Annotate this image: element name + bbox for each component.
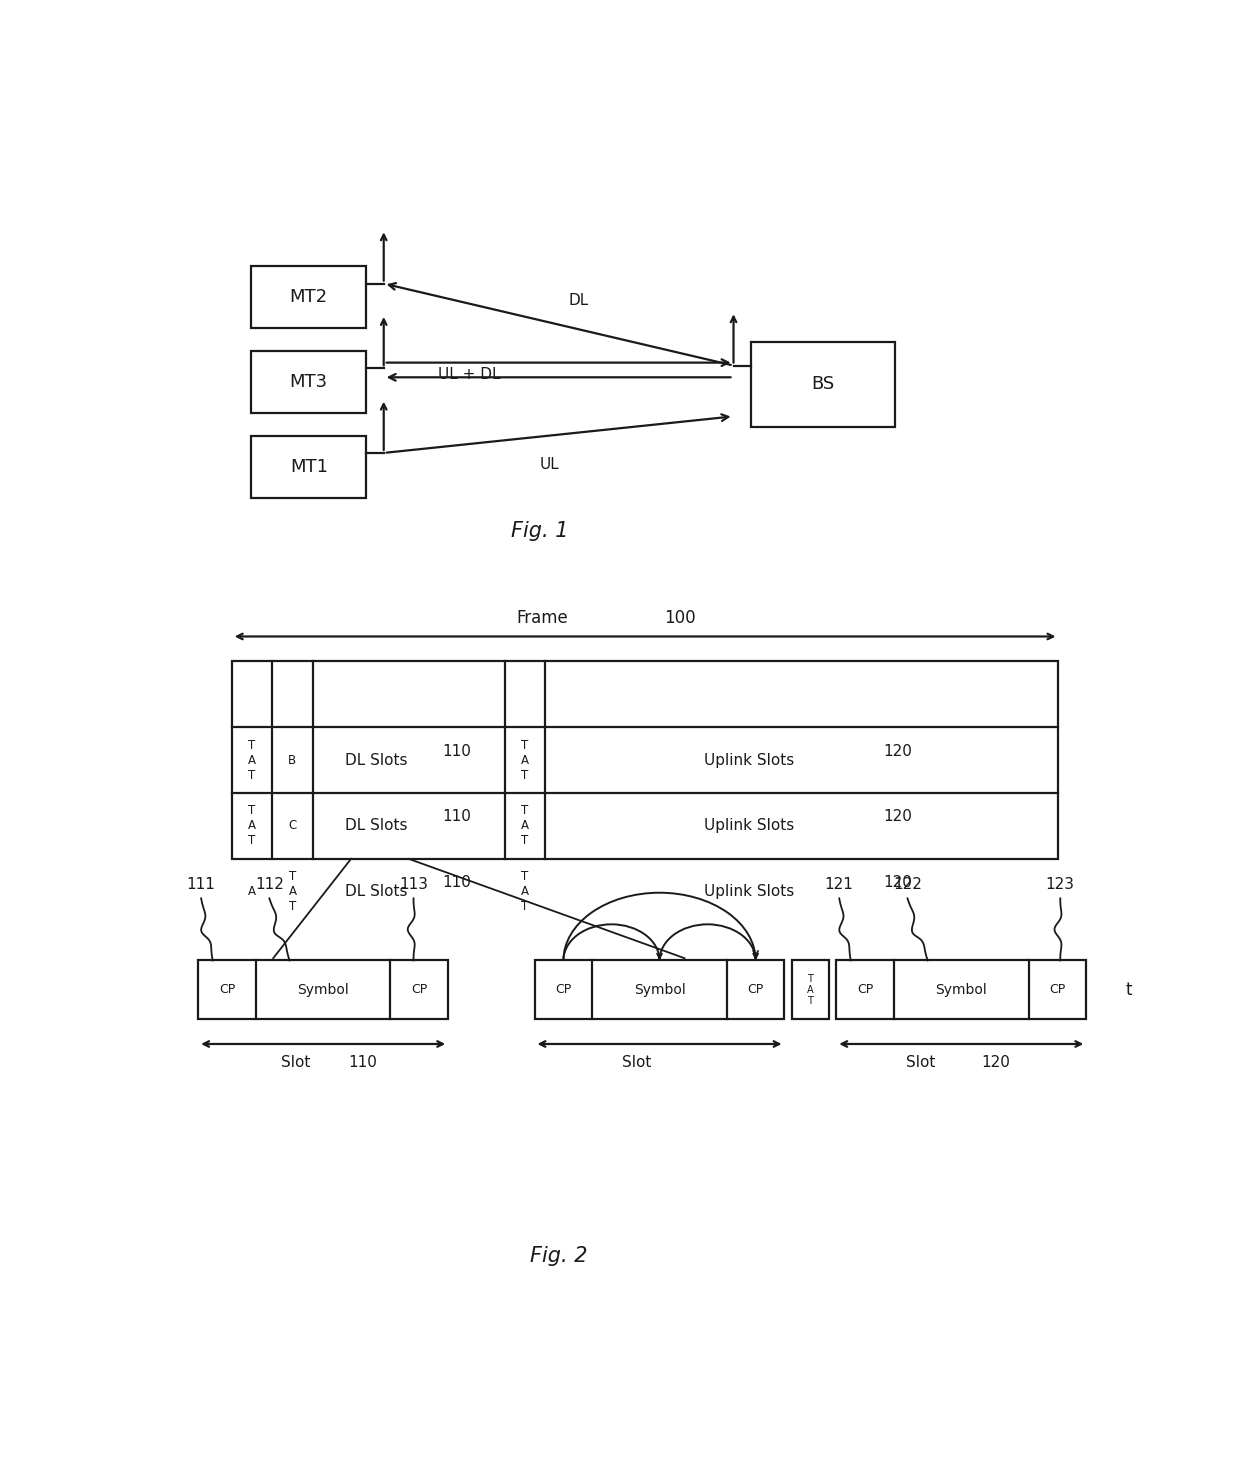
Text: C: C (288, 819, 296, 833)
Text: DL Slots: DL Slots (345, 752, 407, 768)
Text: T
A
T: T A T (807, 973, 813, 1006)
Bar (836, 960, 1086, 1019)
Text: 121: 121 (825, 877, 853, 891)
Text: Uplink Slots: Uplink Slots (704, 818, 794, 834)
Text: Slot: Slot (622, 1054, 651, 1070)
Text: 120: 120 (981, 1054, 1011, 1070)
Text: 112: 112 (255, 877, 284, 891)
Text: A: A (248, 885, 257, 899)
Text: T
A
T: T A T (521, 805, 529, 847)
Text: DL: DL (568, 293, 589, 308)
Bar (198, 960, 448, 1019)
Text: t: t (1126, 981, 1132, 998)
Text: DL Slots: DL Slots (345, 818, 407, 834)
Text: CP: CP (219, 984, 236, 997)
Text: 122: 122 (893, 877, 921, 891)
Text: 120: 120 (883, 809, 913, 824)
Bar (792, 960, 828, 1019)
Text: Fig. 2: Fig. 2 (529, 1246, 588, 1265)
Text: 120: 120 (883, 875, 913, 890)
Bar (534, 960, 785, 1019)
Text: CP: CP (748, 984, 764, 997)
Text: T
A
T: T A T (248, 805, 257, 847)
Text: CP: CP (412, 984, 428, 997)
Text: MT1: MT1 (290, 457, 327, 475)
Text: 111: 111 (187, 877, 216, 891)
Text: MT3: MT3 (290, 372, 327, 391)
Text: Symbol: Symbol (634, 982, 686, 997)
Text: T
A
T: T A T (248, 739, 257, 781)
Text: CP: CP (556, 984, 572, 997)
Text: Fig. 1: Fig. 1 (511, 520, 568, 541)
Bar (751, 342, 895, 427)
Text: 110: 110 (443, 875, 471, 890)
Text: Symbol: Symbol (298, 982, 348, 997)
Text: 110: 110 (443, 743, 471, 758)
Text: T
A
T: T A T (521, 871, 529, 913)
Text: 110: 110 (348, 1054, 377, 1070)
Text: UL: UL (539, 457, 559, 472)
Text: 113: 113 (399, 877, 428, 891)
Text: Uplink Slots: Uplink Slots (704, 752, 794, 768)
Text: CP: CP (857, 984, 873, 997)
Text: T
A
T: T A T (289, 871, 296, 913)
Text: 100: 100 (665, 608, 696, 627)
Text: UL + DL: UL + DL (439, 366, 501, 383)
Bar (250, 267, 367, 328)
Text: T
A
T: T A T (521, 739, 529, 781)
Bar (232, 661, 1059, 859)
Text: MT2: MT2 (290, 289, 327, 306)
Text: DL Slots: DL Slots (345, 884, 407, 899)
Text: 120: 120 (883, 743, 913, 758)
Text: Symbol: Symbol (935, 982, 987, 997)
Bar (250, 435, 367, 497)
Text: B: B (289, 754, 296, 767)
Text: 123: 123 (1045, 877, 1075, 891)
Text: Uplink Slots: Uplink Slots (704, 884, 794, 899)
Bar (250, 350, 367, 413)
Text: Slot: Slot (906, 1054, 936, 1070)
Text: BS: BS (811, 375, 835, 393)
Text: Slot: Slot (280, 1054, 310, 1070)
Text: Frame: Frame (517, 608, 568, 627)
Text: CP: CP (1049, 984, 1065, 997)
Text: 110: 110 (443, 809, 471, 824)
